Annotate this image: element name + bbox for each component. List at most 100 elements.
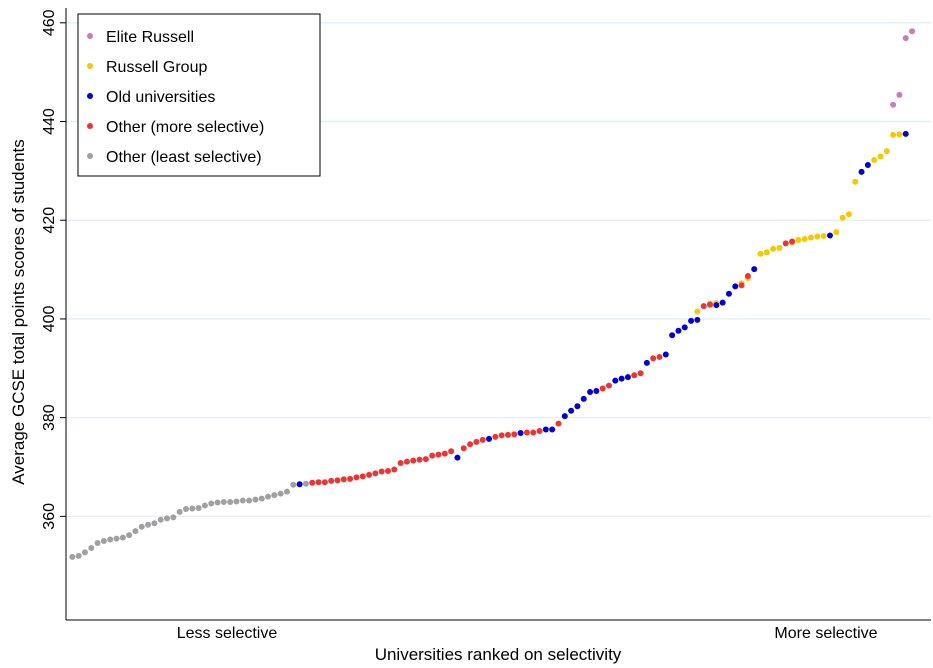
y-tick-label-440: 440 — [41, 108, 58, 135]
point-other-more-selective-43 — [738, 282, 745, 289]
point-russell-group-15 — [833, 229, 840, 236]
point-other-least-selective-17 — [176, 508, 183, 515]
point-other-least-selective-24 — [220, 499, 227, 506]
point-other-least-selective-28 — [246, 497, 253, 504]
point-other-more-selective-33 — [536, 427, 543, 434]
point-old-universities-18 — [675, 327, 682, 334]
point-other-least-selective-29 — [252, 496, 259, 503]
y-tick-label-400: 400 — [41, 305, 58, 332]
point-other-least-selective-4 — [94, 540, 101, 547]
x-tick-label-more-selective: More selective — [774, 625, 877, 642]
point-old-universities-3 — [517, 429, 524, 436]
point-other-least-selective-0 — [69, 553, 76, 560]
point-russell-group-20 — [877, 153, 884, 160]
point-other-more-selective-35 — [599, 385, 606, 392]
point-other-more-selective-2 — [321, 479, 328, 486]
point-other-least-selective-25 — [227, 499, 234, 506]
point-other-more-selective-17 — [416, 456, 423, 463]
point-other-more-selective-42 — [707, 301, 714, 308]
point-old-universities-16 — [662, 351, 669, 358]
point-other-more-selective-0 — [309, 479, 316, 486]
point-other-least-selective-35 — [290, 481, 297, 488]
point-old-universities-7 — [568, 407, 575, 414]
point-old-universities-17 — [669, 332, 676, 339]
point-russell-group-14 — [820, 233, 827, 240]
y-ticks: 360 380 400 420 440 460 — [41, 9, 66, 530]
point-old-universities-25 — [732, 283, 739, 290]
point-other-least-selective-5 — [100, 538, 107, 545]
point-other-least-selective-6 — [107, 536, 114, 543]
x-axis-title: Universities ranked on selectivity — [375, 645, 622, 664]
point-old-universities-4 — [542, 426, 549, 433]
data-points — [69, 28, 916, 560]
point-old-universities-14 — [624, 374, 631, 381]
y-tick-label-460: 460 — [41, 9, 58, 36]
point-other-more-selective-37 — [631, 372, 638, 379]
point-other-more-selective-20 — [435, 451, 442, 458]
point-old-universities-24 — [725, 290, 732, 297]
point-old-universities-29 — [864, 161, 871, 168]
point-old-universities-6 — [561, 413, 568, 420]
point-russell-group-0 — [694, 308, 701, 315]
point-other-least-selective-34 — [283, 488, 290, 495]
point-other-more-selective-44 — [744, 272, 751, 279]
point-russell-group-21 — [883, 148, 890, 155]
point-old-universities-5 — [549, 426, 556, 433]
y-tick-label-360: 360 — [41, 503, 58, 530]
point-elite-russell-3 — [909, 28, 916, 35]
point-russell-group-23 — [896, 131, 903, 138]
legend-label-other-more-selective: Other (more selective) — [106, 119, 264, 136]
point-other-least-selective-36 — [302, 480, 309, 487]
point-other-least-selective-23 — [214, 499, 221, 506]
axes — [65, 8, 931, 621]
point-other-least-selective-26 — [233, 498, 240, 505]
point-other-more-selective-11 — [378, 468, 385, 475]
point-old-universities-1 — [454, 454, 461, 461]
point-other-more-selective-4 — [334, 477, 341, 484]
point-other-least-selective-22 — [208, 500, 215, 507]
point-other-more-selective-23 — [460, 445, 467, 452]
point-old-universities-22 — [713, 302, 720, 309]
point-other-least-selective-21 — [201, 502, 208, 509]
point-russell-group-6 — [763, 249, 770, 256]
y-tick-label-380: 380 — [41, 404, 58, 431]
point-other-more-selective-19 — [429, 452, 436, 459]
point-other-more-selective-40 — [656, 353, 663, 360]
point-russell-group-22 — [890, 131, 897, 138]
point-other-more-selective-3 — [328, 477, 335, 484]
point-other-more-selective-28 — [498, 432, 505, 439]
point-elite-russell-2 — [902, 35, 909, 42]
point-other-more-selective-21 — [441, 450, 448, 457]
point-russell-group-7 — [770, 245, 777, 252]
x-tick-label-less-selective: Less selective — [177, 625, 278, 642]
point-old-universities-12 — [612, 377, 619, 384]
point-other-more-selective-5 — [340, 476, 347, 483]
point-other-least-selective-10 — [132, 528, 139, 535]
point-old-universities-9 — [580, 395, 587, 402]
point-old-universities-23 — [719, 299, 726, 306]
point-old-universities-2 — [486, 435, 493, 442]
gridlines — [66, 22, 931, 518]
point-other-more-selective-15 — [403, 458, 410, 465]
x-ticks: Less selective More selective — [177, 625, 878, 642]
point-other-least-selective-13 — [151, 520, 158, 527]
point-other-least-selective-27 — [239, 497, 246, 504]
point-other-more-selective-8 — [359, 473, 366, 480]
point-russell-group-17 — [845, 211, 852, 218]
legend-box — [77, 13, 321, 177]
point-other-more-selective-14 — [397, 460, 404, 467]
point-other-least-selective-31 — [265, 493, 272, 500]
legend: Elite Russell Russell Group Old universiti… — [77, 13, 321, 177]
legend-label-old-universities: Old universities — [106, 89, 215, 106]
point-old-universities-21 — [694, 316, 701, 323]
point-other-least-selective-14 — [157, 516, 164, 523]
point-old-universities-30 — [902, 130, 909, 137]
point-other-least-selective-15 — [164, 515, 171, 522]
point-other-more-selective-32 — [530, 429, 537, 436]
point-other-more-selective-29 — [504, 431, 511, 438]
point-other-more-selective-26 — [479, 436, 486, 443]
legend-marker-other-least-selective — [87, 153, 93, 159]
point-other-least-selective-33 — [277, 490, 284, 497]
point-old-universities-26 — [751, 266, 758, 273]
